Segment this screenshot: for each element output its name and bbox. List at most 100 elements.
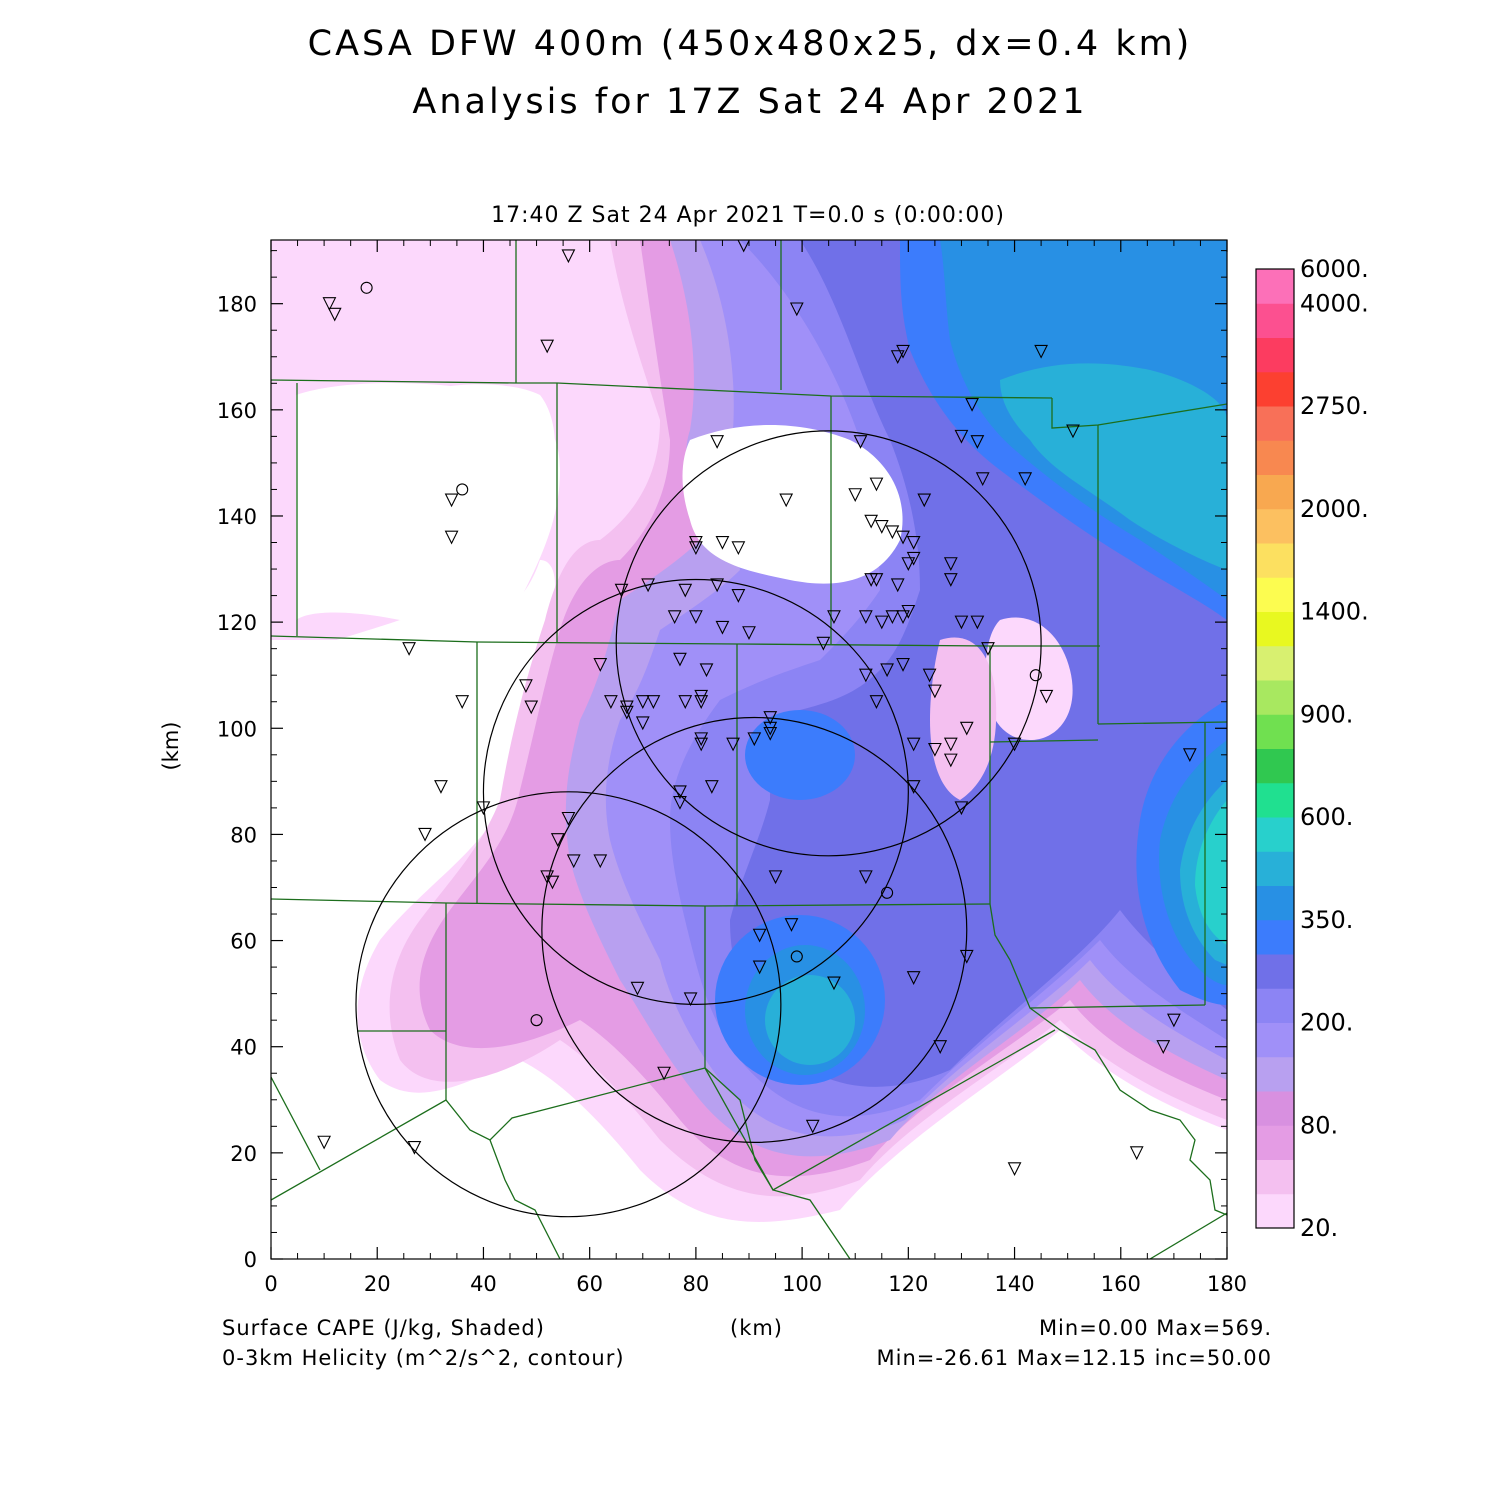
station-marker	[954, 615, 969, 630]
colorbar-label: 20.	[1300, 1214, 1338, 1242]
radar-site-marker	[360, 281, 373, 294]
station-marker	[688, 541, 703, 556]
colorbar-label: 200.	[1300, 1009, 1353, 1037]
x-tick-label: 60	[576, 1272, 603, 1296]
footer-contour-range: Min=-26.61 Max=12.15 inc=50.00	[876, 1346, 1272, 1370]
station-marker	[561, 811, 576, 826]
station-marker	[630, 981, 645, 996]
station-marker	[561, 249, 576, 264]
station-marker	[710, 435, 725, 449]
station-marker	[901, 604, 916, 619]
colorbar-segment	[1256, 645, 1294, 681]
station-marker	[710, 578, 725, 593]
station-marker	[959, 949, 974, 964]
station-marker	[1167, 1013, 1181, 1028]
station-marker	[1066, 424, 1080, 439]
station-marker	[683, 992, 698, 1007]
helicity-contour-circle	[541, 716, 968, 1143]
colorbar-label: 900.	[1300, 700, 1353, 728]
helicity-contour-circle	[482, 578, 909, 1006]
station-marker	[805, 1119, 820, 1134]
y-tick-label: 100	[217, 717, 257, 741]
station-marker	[858, 668, 873, 683]
station-marker	[673, 652, 687, 667]
station-marker	[635, 695, 650, 709]
colorbar-segment	[1256, 543, 1294, 578]
x-tick-label: 100	[782, 1272, 822, 1296]
station-marker	[906, 971, 921, 985]
colorbar-segment	[1256, 474, 1294, 510]
station-marker	[896, 530, 910, 545]
station-marker	[901, 557, 916, 571]
station-marker	[1007, 1162, 1022, 1177]
station-marker	[540, 870, 555, 885]
valid-time-subtitle: 17:40 Z Sat 24 Apr 2021 T=0.0 s (0:00:00…	[491, 203, 1005, 228]
station-marker	[614, 583, 629, 598]
footer-shaded-field: Surface CAPE (J/kg, Shaded)	[222, 1316, 545, 1340]
y-tick-label: 0	[244, 1248, 257, 1272]
station-marker	[418, 827, 432, 842]
station-marker	[906, 737, 921, 752]
station-marker	[917, 493, 932, 508]
station-marker	[1182, 748, 1197, 763]
x-tick-label: 20	[364, 1272, 391, 1296]
colorbar-segment	[1256, 440, 1294, 475]
station-marker	[933, 1040, 948, 1054]
colorbar-label: 6000.	[1300, 255, 1369, 283]
station-marker	[763, 711, 778, 725]
station-marker	[954, 801, 969, 816]
station-marker	[975, 472, 990, 487]
station-marker	[880, 663, 894, 678]
colorbar-segment	[1256, 954, 1294, 989]
x-tick-label: 120	[888, 1272, 928, 1296]
station-marker	[927, 684, 942, 699]
station-marker	[763, 727, 778, 741]
x-axis: 0 20 40 60 80 100 120 140 160 180	[264, 240, 1247, 1296]
radar-helicity-circles	[355, 430, 1042, 1218]
station-marker	[673, 796, 687, 810]
colorbar-segment	[1256, 885, 1294, 921]
station-marker	[731, 541, 746, 556]
colorbar-label: 2000.	[1300, 495, 1369, 523]
station-marker	[827, 976, 841, 991]
station-marker	[646, 695, 661, 709]
colorbar-segment	[1256, 988, 1294, 1023]
station-marker	[1034, 344, 1048, 359]
station-marker	[827, 610, 841, 625]
station-marker	[747, 732, 762, 747]
x-axis-unit: (km)	[730, 1316, 784, 1340]
station-marker	[476, 801, 491, 816]
station-marker	[874, 615, 889, 630]
radar-site-marker	[456, 483, 469, 496]
station-marker	[752, 960, 767, 975]
colorbar-label: 1400.	[1300, 598, 1369, 626]
title-line-1: CASA DFW 400m (450x480x25, dx=0.4 km)	[307, 24, 1193, 64]
station-marker	[970, 615, 985, 630]
station-marker	[667, 610, 682, 625]
station-marker	[874, 520, 889, 534]
station-marker	[688, 610, 703, 625]
station-marker	[943, 573, 958, 587]
station-marker	[731, 589, 746, 603]
station-marker	[673, 785, 687, 800]
station-marker	[864, 514, 879, 529]
colorbar-segment	[1256, 1022, 1294, 1058]
station-marker	[896, 658, 910, 672]
station-marker	[402, 642, 416, 656]
station-marker	[566, 854, 581, 869]
y-tick-label: 120	[217, 611, 257, 635]
station-marker	[737, 240, 750, 253]
radar-site-marker	[1029, 669, 1042, 682]
station-marker	[1156, 1040, 1171, 1054]
title-line-2: Analysis for 17Z Sat 24 Apr 2021	[412, 82, 1088, 122]
footer-shaded-range: Min=0.00 Max=569.	[1038, 1316, 1272, 1340]
colorbar-segment	[1256, 680, 1294, 715]
station-marker	[524, 700, 539, 715]
colorbar: 20. 80. 200. 350. 600. 900. 1400. 2000. 2750. 400…	[1255, 255, 1369, 1242]
station-marker	[943, 753, 958, 768]
station-marker	[885, 610, 900, 625]
station-marker	[1018, 472, 1033, 487]
station-marker	[545, 875, 560, 890]
colorbar-label: 600.	[1300, 803, 1353, 831]
colorbar-segment	[1256, 817, 1294, 852]
